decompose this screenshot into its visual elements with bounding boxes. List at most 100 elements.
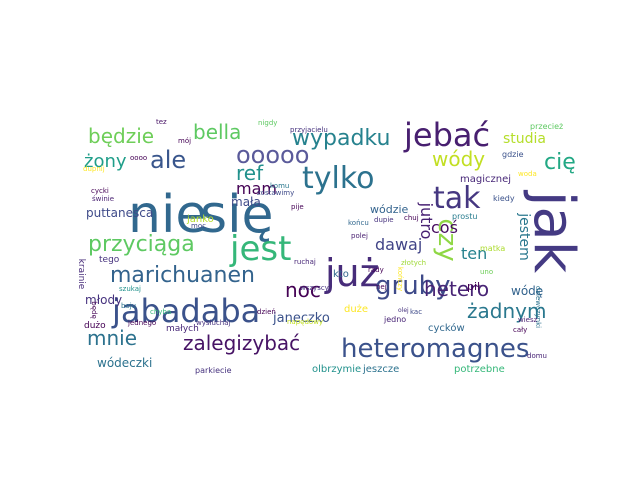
word-56: jedno [383, 315, 406, 324]
word-69: dupie [374, 216, 394, 224]
word-49: tego [99, 255, 120, 265]
word-88: jednego [127, 319, 156, 327]
word-29: coś [431, 218, 458, 237]
word-89: boju [121, 302, 136, 310]
word-38: młody [85, 293, 122, 307]
word-90: chyba [150, 308, 171, 316]
word-68: końcu [348, 219, 369, 227]
word-97: oooo [130, 154, 147, 162]
word-61: przecież [530, 122, 563, 131]
word-91: będę [90, 301, 98, 319]
word-41: studia [503, 131, 546, 147]
word-54: potrzebne [454, 364, 505, 375]
word-77: nej [376, 283, 387, 291]
word-46: janko [186, 214, 214, 225]
word-82: olej [398, 307, 409, 314]
word-26: noc [285, 278, 321, 302]
word-76: kończy [396, 267, 404, 291]
word-23: żadnym [467, 299, 546, 323]
word-7: tylko [302, 161, 375, 196]
word-33: jestem [516, 212, 532, 261]
word-85: ruchaj [294, 258, 316, 266]
word-52: olbrzymie [312, 364, 361, 375]
word-37: wódzie [370, 203, 409, 216]
word-60: gdzie [502, 150, 524, 159]
word-84: wszyscy [300, 284, 329, 292]
word-79: wiesz [518, 316, 538, 324]
word-95: moc [191, 222, 206, 230]
word-63: przyjacielu [290, 126, 328, 134]
word-8: gruby [375, 271, 451, 301]
word-44: cycków [428, 322, 465, 334]
word-34: puttanesca [86, 206, 153, 220]
word-1: się [200, 185, 274, 245]
word-98: zostawimy [257, 189, 294, 197]
word-16: ooooo [236, 141, 309, 169]
word-4: jabadaba [111, 292, 260, 330]
word-43: pił [467, 280, 481, 293]
word-20: wódy [432, 147, 485, 171]
word-12: tak [433, 181, 481, 216]
word-78: dziewczynki [534, 286, 542, 328]
word-47: kto [333, 269, 349, 280]
word-10: przyciąga [88, 232, 195, 257]
word-24: zalegizybać [183, 331, 300, 355]
word-57: prostu [452, 212, 477, 221]
word-32: jutro [417, 202, 436, 240]
word-40: wódeczki [97, 356, 152, 370]
word-64: mój [178, 137, 191, 145]
word-27: żony [84, 151, 127, 172]
word-87: wysłuchaj [196, 319, 231, 327]
word-53: jeszcze [362, 364, 399, 375]
word-35: janeczko [272, 311, 330, 326]
word-99: domu [527, 352, 547, 360]
word-19: ref [236, 161, 264, 185]
word-36: mała [231, 195, 261, 209]
word-25: mnie [87, 326, 137, 350]
word-30: dawaj [375, 235, 422, 254]
word-28: mam [236, 179, 277, 198]
word-17: bella [193, 120, 241, 144]
word-15: wypadku [292, 126, 390, 151]
word-80: cały [513, 326, 527, 334]
word-5: jest [229, 229, 291, 269]
word-74: złotych [401, 259, 426, 267]
word-67: pije [291, 203, 304, 211]
word-3: już [324, 251, 380, 295]
word-21: cię [544, 150, 576, 175]
word-45: duże [344, 304, 368, 315]
word-65: tez [156, 118, 167, 126]
word-83: dzień [257, 308, 276, 316]
word-66: komu [270, 182, 289, 190]
word-73: rady [368, 266, 384, 274]
word-9: heteromagnes [341, 334, 529, 364]
word-51: dużo [84, 321, 106, 331]
word-0: nie [128, 185, 207, 245]
word-48: krainie [76, 259, 86, 290]
word-50: małych [166, 324, 199, 334]
word-13: czy [432, 218, 462, 261]
word-71: woda [518, 170, 537, 178]
word-75: uno [480, 268, 493, 276]
word-31: ten [461, 244, 487, 263]
word-92: szukaj [119, 285, 141, 293]
word-11: marichuanen [110, 263, 255, 288]
word-96: dupnij [83, 165, 105, 173]
word-22: hetero [424, 277, 489, 301]
word-70: chuj [404, 214, 419, 222]
word-81: kac [410, 308, 422, 316]
word-55: parkiecie [195, 366, 232, 375]
word-2: jak [521, 189, 586, 274]
word-6: jebać [403, 116, 490, 154]
word-58: matka [480, 244, 505, 253]
word-72: polej [351, 232, 368, 240]
word-93: cycki [91, 187, 109, 195]
word-18: będzie [88, 124, 154, 148]
word-39: wódę [511, 284, 543, 298]
word-86: napędowy [287, 318, 323, 326]
word-14: ale [150, 146, 186, 174]
word-62: nigdy [258, 119, 277, 127]
word-94: świnie [92, 195, 114, 203]
word-42: magicznej [460, 174, 511, 185]
